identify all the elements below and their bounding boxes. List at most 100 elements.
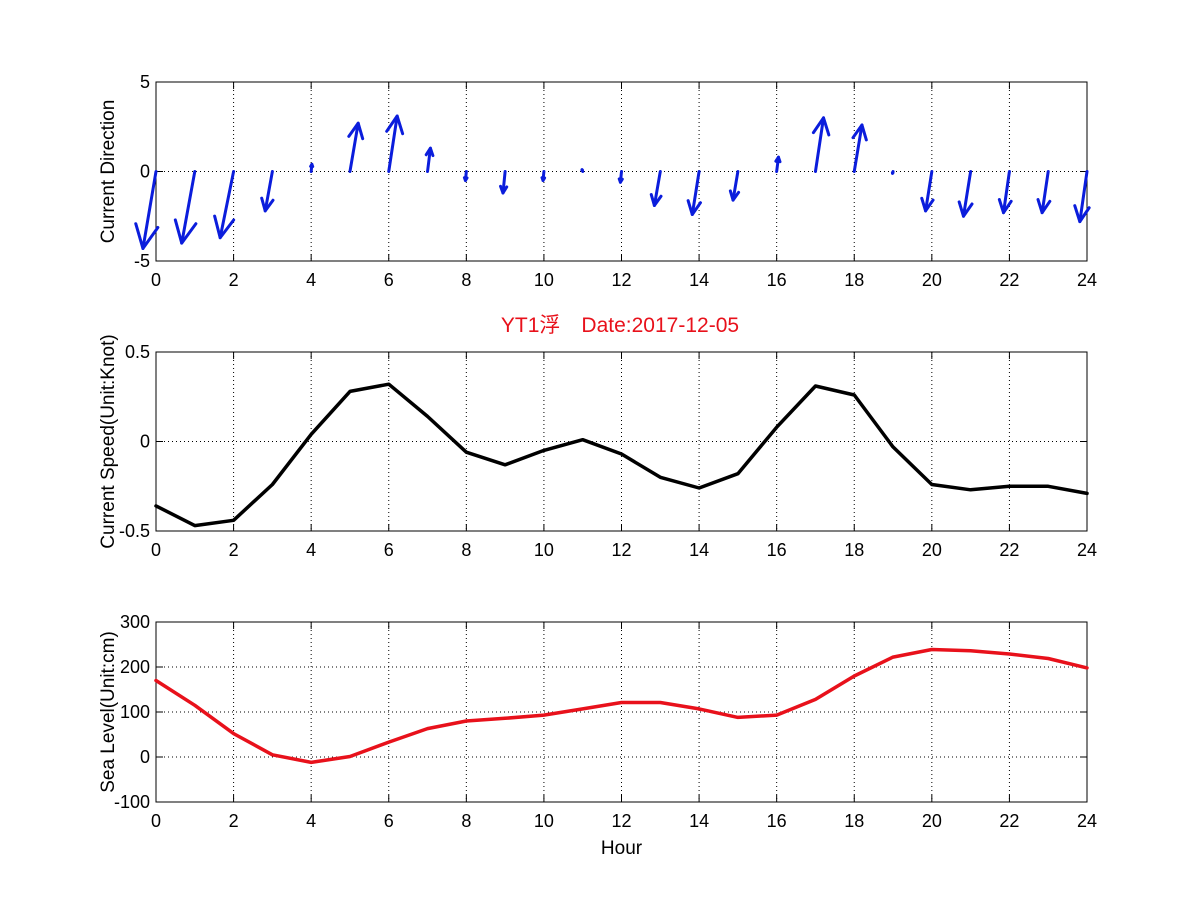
arrow-head [134, 222, 160, 250]
arrow-head [540, 176, 547, 182]
arrow-head [890, 171, 895, 175]
axes-frame [155, 351, 1088, 532]
arrow-shaft [501, 170, 507, 195]
current-arrow [686, 170, 702, 216]
arrow-shaft [652, 170, 662, 208]
arrow-head [617, 177, 624, 184]
arrow-shaft [852, 123, 864, 173]
x-tick-label: 10 [534, 270, 554, 290]
arrow-head [309, 162, 315, 169]
y-tick-label: -5 [134, 251, 150, 271]
x-tick-label: 18 [844, 270, 864, 290]
x-tick-label: 6 [384, 540, 394, 560]
current-arrow [540, 170, 547, 182]
x-tick-label: 4 [306, 540, 316, 560]
x-tick-label: 20 [922, 270, 942, 290]
arrow-head [851, 123, 868, 142]
y-tick-label: 0 [140, 747, 150, 767]
arrow-shaft [387, 114, 399, 173]
y-tick-label: 0 [140, 162, 150, 182]
current-arrow [424, 146, 435, 173]
x-tick-label: 20 [922, 811, 942, 831]
x-axis-label: Hour [601, 838, 643, 859]
current-arrow [728, 170, 741, 202]
x-tick-label: 6 [384, 811, 394, 831]
current-arrow [134, 170, 160, 250]
current-arrow [385, 114, 405, 173]
x-tick-label: 2 [229, 811, 239, 831]
x-tick-label: 14 [689, 270, 709, 290]
arrow-head [499, 184, 509, 195]
x-tick-label: 16 [767, 811, 787, 831]
current-arrow [1073, 170, 1091, 224]
current-arrow [173, 170, 198, 245]
x-tick-label: 18 [844, 811, 864, 831]
x-tick-label: 8 [461, 811, 471, 831]
y-axis-label: Sea Level(Unit:cm) [98, 631, 119, 793]
x-tick-label: 22 [999, 811, 1019, 831]
arrow-head [811, 116, 831, 137]
arrow-head [424, 146, 435, 158]
arrow-head [580, 168, 584, 172]
x-tick-label: 4 [306, 270, 316, 290]
current-arrow [462, 170, 469, 182]
current-arrow [213, 170, 236, 240]
arrow-shaft [961, 170, 973, 218]
current-arrow [774, 155, 782, 173]
y-tick-label: 100 [120, 702, 150, 722]
arrow-head [462, 176, 469, 182]
arrow-head [1036, 198, 1052, 215]
x-tick-label: 14 [689, 540, 709, 560]
current-arrow [997, 170, 1013, 215]
arrow-head [347, 121, 365, 141]
arrow-head [173, 218, 198, 245]
current-arrow [920, 170, 935, 213]
current-arrow [957, 170, 974, 218]
y-tick-label: -0.5 [119, 521, 150, 541]
x-tick-label: 22 [999, 270, 1019, 290]
x-tick-label: 12 [611, 540, 631, 560]
arrow-head [920, 196, 935, 213]
current-arrow [499, 170, 509, 195]
arrow-shaft [1002, 170, 1011, 215]
x-tick-label: 8 [461, 540, 471, 560]
arrow-shaft [1078, 170, 1089, 224]
arrow-head [1073, 204, 1091, 224]
current-arrow [851, 123, 868, 173]
x-tick-label: 12 [611, 811, 631, 831]
arrow-head [385, 114, 405, 136]
arrow-shaft [813, 116, 826, 173]
x-tick-label: 14 [689, 811, 709, 831]
x-tick-label: 10 [534, 540, 554, 560]
current-arrow [890, 170, 895, 175]
arrow-shaft [690, 170, 701, 216]
current-arrow [309, 162, 315, 173]
arrow-head [774, 155, 782, 164]
chart-title: YT1浮 Date:2017-12-05 [501, 314, 739, 337]
x-tick-label: 4 [306, 811, 316, 831]
x-tick-label: 24 [1077, 540, 1097, 560]
current-arrow [347, 121, 365, 173]
x-tick-label: 16 [767, 270, 787, 290]
arrow-shaft [1040, 170, 1050, 215]
x-tick-label: 2 [229, 270, 239, 290]
arrow-head [260, 196, 275, 213]
arrow-shaft [141, 170, 158, 250]
x-tick-label: 0 [151, 811, 161, 831]
y-tick-label: 300 [120, 612, 150, 632]
current-arrow [617, 170, 624, 184]
y-tick-label: 0 [140, 432, 150, 452]
x-tick-label: 24 [1077, 270, 1097, 290]
x-tick-label: 6 [384, 270, 394, 290]
x-tick-label: 18 [844, 540, 864, 560]
axes-frame [155, 621, 1088, 803]
arrow-shaft [263, 170, 274, 213]
arrow-head [728, 189, 741, 202]
x-tick-label: 2 [229, 540, 239, 560]
y-axis-label: Current Speed(Unit:Knot) [98, 334, 119, 548]
